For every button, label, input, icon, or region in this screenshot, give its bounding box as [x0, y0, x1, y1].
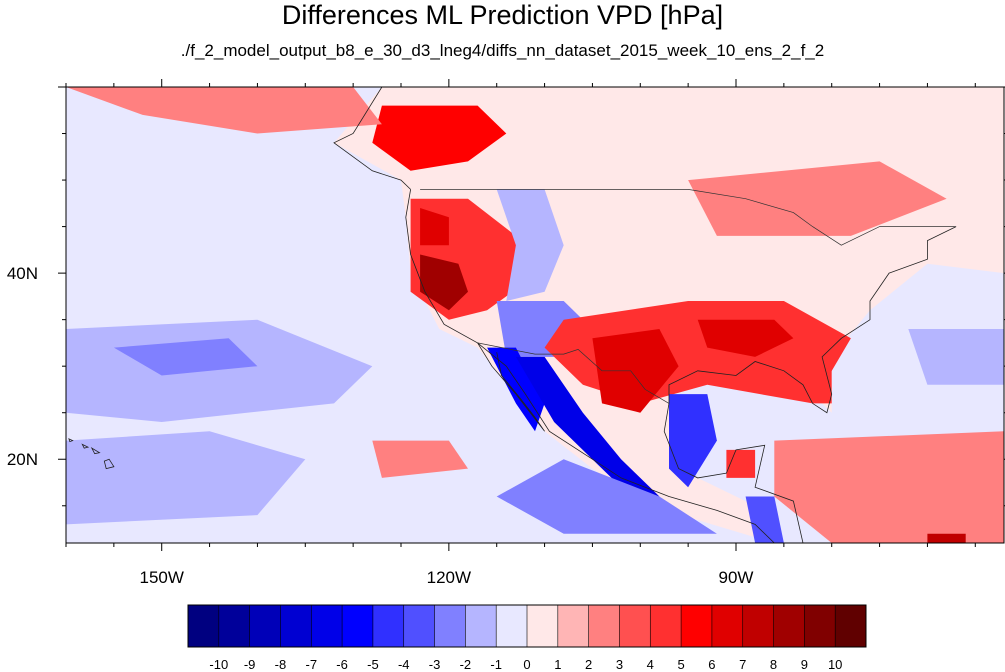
- colorbar-label: -7: [305, 657, 317, 672]
- y-tick-label: 20N: [7, 450, 38, 469]
- colorbar-swatch: [835, 605, 867, 647]
- colorbar: -10 -9 -8 -7 -6 -5 -4 -3 -2 -1 0 1 2 3 4 5 6 7 8 9 10: [187, 604, 867, 672]
- coastlines-and-borders: [68, 87, 957, 543]
- colorbar-label: 7: [739, 657, 746, 672]
- colorbar-swatch: [650, 605, 682, 647]
- coastline-0: [405, 189, 775, 543]
- colorbar-swatch: [588, 605, 620, 647]
- colorbar-swatch: [372, 605, 405, 647]
- colorbar-label: 9: [801, 657, 808, 672]
- contour-regions: [66, 87, 1004, 543]
- colorbar-swatch: [465, 605, 497, 647]
- colorbar-swatch: [496, 605, 528, 647]
- coastline-3: [668, 226, 957, 414]
- hawaii-island-1: [90, 447, 101, 455]
- x-tick-label: 90W: [719, 568, 754, 587]
- coastline-2: [663, 403, 804, 543]
- colorbar-label: 8: [770, 657, 777, 672]
- contour-region-central-america-negative: [745, 496, 784, 543]
- colorbar-swatch: [403, 605, 435, 647]
- colorbar-swatch: [218, 605, 250, 647]
- colorbar-label: 5: [677, 657, 684, 672]
- colorbar-label: -6: [336, 657, 348, 672]
- contour-region-pacific-northwest-canada-positive: [372, 105, 507, 171]
- contour-region-mexico-west-coast-negative: [515, 356, 660, 506]
- contour-region-atlantic-east-negative: [908, 329, 1004, 385]
- colorbar-label: -5: [367, 657, 379, 672]
- contour-region-rockies-negative: [496, 189, 564, 301]
- colorbar-label: -1: [490, 657, 502, 672]
- colorbar-label: 2: [585, 657, 592, 672]
- colorbar-label: 6: [708, 657, 715, 672]
- colorbar-label: -2: [460, 657, 472, 672]
- chart-title: Differences ML Prediction VPD [hPa]: [281, 0, 724, 30]
- colorbar-swatch: [188, 605, 220, 647]
- contour-region-yucatan-positive: [726, 449, 756, 478]
- colorbar-swatch: [527, 605, 559, 647]
- y-tick-label: 40N: [7, 264, 38, 283]
- colorbar-label: -8: [275, 657, 287, 672]
- colorbar-label: -4: [398, 657, 410, 672]
- colorbar-swatch: [311, 605, 343, 647]
- contour-region-pacific-band-negative: [113, 338, 258, 376]
- colorbar-label: 10: [828, 657, 842, 672]
- contour-region-caribbean-positive: [774, 431, 1004, 543]
- colorbar-swatch: [280, 605, 312, 647]
- contour-region-eastern-canada-positive: [688, 161, 947, 236]
- coastline-1: [477, 342, 545, 432]
- contour-region-gulf-of-mexico-negative: [669, 394, 717, 488]
- hawaii-island-0: [103, 458, 115, 470]
- colorbar-label: 4: [647, 657, 654, 672]
- colorbar-swatch: [434, 605, 466, 647]
- colorbar-swatch: [342, 605, 374, 647]
- colorbar-swatch: [557, 605, 589, 647]
- contour-region-pacific-positive: [372, 440, 468, 478]
- contour-region-texas-mexico-core-positive: [592, 329, 679, 413]
- contour-region-caribbean-hotspot: [927, 533, 966, 543]
- colorbar-swatch: [773, 605, 805, 647]
- border-0: [420, 189, 957, 246]
- colorbar-swatch: [619, 605, 651, 647]
- border-1: [477, 342, 670, 404]
- colorbar-label: 3: [616, 657, 623, 672]
- contour-region-pacific-south-negative: [66, 431, 306, 525]
- colorbar-swatch: [249, 605, 281, 647]
- hawaii-island-2: [81, 443, 90, 449]
- hawaii-island-3: [68, 438, 74, 443]
- colorbar-label: -10: [209, 657, 228, 672]
- chart-subtitle: ./f_2_model_output_b8_e_30_d3_lneg4/diff…: [180, 41, 825, 60]
- contour-region-florida-positive: [793, 356, 832, 404]
- axis-ticks: 150W 120W 90W 40N 20N: [7, 79, 1005, 587]
- colorbar-label: 1: [554, 657, 561, 672]
- x-tick-label: 120W: [427, 568, 471, 587]
- contour-region-alaska-gulf-positive: [66, 87, 382, 134]
- colorbar-label: -9: [244, 657, 256, 672]
- contour-region-pacific-east-negative: [66, 319, 373, 422]
- colorbar-label: -3: [429, 657, 441, 672]
- contour-region-east-pacific-negative: [496, 459, 717, 534]
- colorbar-frame: [187, 604, 867, 648]
- colorbar-swatch: [804, 605, 836, 647]
- map-frame: [65, 86, 1005, 544]
- map-content: [66, 87, 1004, 543]
- colorbar-label: 0: [523, 657, 530, 672]
- contour-region-oregon-core-positive: [420, 208, 449, 246]
- coastline-4: [333, 87, 411, 190]
- contour-region-baja-california-negative: [487, 347, 545, 432]
- x-tick-label: 150W: [140, 568, 184, 587]
- colorbar-swatch: [711, 605, 744, 647]
- colorbar-swatch: [681, 605, 713, 647]
- contour-region-california-core-positive: [420, 254, 468, 311]
- colorbar-swatch: [742, 605, 774, 647]
- contour-region-southeast-core-positive: [697, 319, 794, 357]
